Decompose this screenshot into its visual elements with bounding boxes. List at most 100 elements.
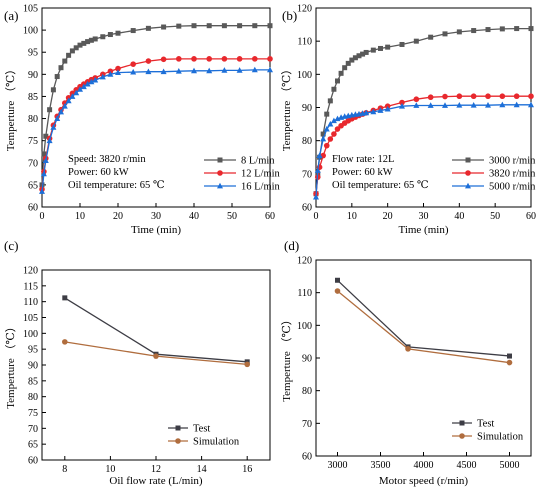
data-point [69, 48, 75, 54]
data-point [334, 288, 341, 294]
data-point [399, 102, 405, 109]
annotation: Oil temperature: 65 ℃ [68, 180, 165, 191]
data-point [378, 45, 383, 51]
data-point [85, 39, 91, 45]
legend-label: Simulation [477, 432, 524, 443]
y-tick-label: 60 [302, 203, 312, 214]
y-tick-label: 110 [297, 288, 312, 299]
series-1: Simulation [62, 339, 250, 448]
data-point [442, 93, 448, 100]
x-tick-label: 3500 [371, 460, 391, 471]
data-point [145, 68, 152, 75]
y-tick-label: 95 [28, 345, 38, 356]
plot-frame [41, 269, 271, 461]
y-tick-label: 105 [23, 313, 38, 324]
x-tick-label: 0 [40, 211, 45, 222]
data-point [42, 157, 49, 163]
data-point [160, 68, 167, 75]
data-point [84, 80, 91, 87]
data-point [528, 101, 534, 108]
data-point [314, 167, 321, 173]
data-point [236, 56, 243, 62]
legend-marker [217, 182, 223, 189]
x-tick-label: 4000 [414, 460, 434, 471]
y-tick-label: 60 [302, 452, 312, 463]
legend-marker [217, 170, 223, 176]
x-tick-label: 20 [383, 211, 393, 222]
data-point [442, 102, 448, 108]
series-0: Test [335, 277, 512, 430]
y-tick-label: 60 [28, 456, 38, 467]
data-point [442, 31, 448, 37]
data-point [47, 107, 53, 113]
panel-label: (c) [4, 238, 18, 253]
data-point [514, 26, 520, 32]
legend-label: 12 L/min [241, 169, 281, 180]
x-tick-label: 5000 [500, 460, 520, 471]
data-point [267, 66, 273, 73]
data-point [161, 24, 167, 30]
data-point [40, 170, 47, 177]
data-point [456, 93, 463, 100]
data-point [506, 359, 513, 366]
data-point [92, 76, 99, 83]
data-point [58, 65, 64, 71]
data-point [499, 93, 506, 100]
y-tick-label: 100 [297, 70, 312, 81]
data-point [176, 56, 182, 62]
y-tick-label: 120 [297, 256, 312, 267]
y-tick-label: 90 [28, 70, 38, 81]
y-axis-title: Temperture （℃） [280, 64, 293, 152]
data-point [61, 102, 68, 109]
data-point [206, 23, 212, 29]
data-point [331, 86, 337, 92]
data-point [385, 44, 391, 50]
series-line [337, 290, 510, 364]
data-point [349, 57, 355, 63]
data-point [77, 42, 83, 48]
data-point [50, 87, 56, 93]
data-point [377, 107, 384, 113]
data-point [115, 30, 121, 36]
legend-marker [175, 425, 181, 431]
data-point [335, 78, 340, 84]
data-point [327, 136, 334, 142]
y-tick-label: 110 [297, 37, 312, 48]
data-point [456, 101, 463, 108]
data-point [115, 65, 121, 72]
x-tick-label: 50 [227, 211, 237, 222]
data-point [313, 193, 319, 200]
data-point [427, 102, 434, 108]
data-point [145, 25, 151, 31]
data-point [191, 23, 197, 29]
data-point [323, 142, 330, 149]
data-point [370, 108, 377, 115]
annotation: Power: 60 kW [68, 167, 129, 178]
y-tick-label: 90 [302, 103, 312, 114]
legend-marker [459, 433, 465, 439]
legend-label: 5000 r/min [489, 182, 536, 193]
data-point [237, 23, 243, 29]
legend-marker [175, 438, 181, 444]
plot-frame [315, 259, 532, 457]
data-point [153, 353, 159, 359]
data-point [66, 52, 72, 58]
y-tick-label: 80 [28, 114, 38, 125]
data-point [413, 38, 419, 44]
panel-d: (d) 3000 3500 4000 4500 5000 60 70 80 90 100 110 120… [280, 238, 532, 487]
data-point [58, 108, 64, 115]
x-axis-title: Time (min) [131, 224, 181, 236]
data-point [345, 60, 351, 66]
data-point [62, 295, 68, 301]
data-point [334, 126, 341, 132]
series-1: Simulation [334, 288, 524, 443]
data-point [352, 55, 358, 61]
annotation: Oil temperature: 65 ℃ [332, 180, 429, 191]
y-tick-label: 100 [23, 329, 38, 340]
panel-b: (b) 0 10 20 30 40 50 60 60 70 80 90 100 110 120 Time (m… [280, 4, 536, 237]
data-point [88, 78, 95, 85]
data-point [338, 70, 344, 76]
x-axis-title: Motor speed (r/min) [379, 475, 469, 487]
data-point [528, 26, 534, 32]
data-point [499, 101, 506, 108]
